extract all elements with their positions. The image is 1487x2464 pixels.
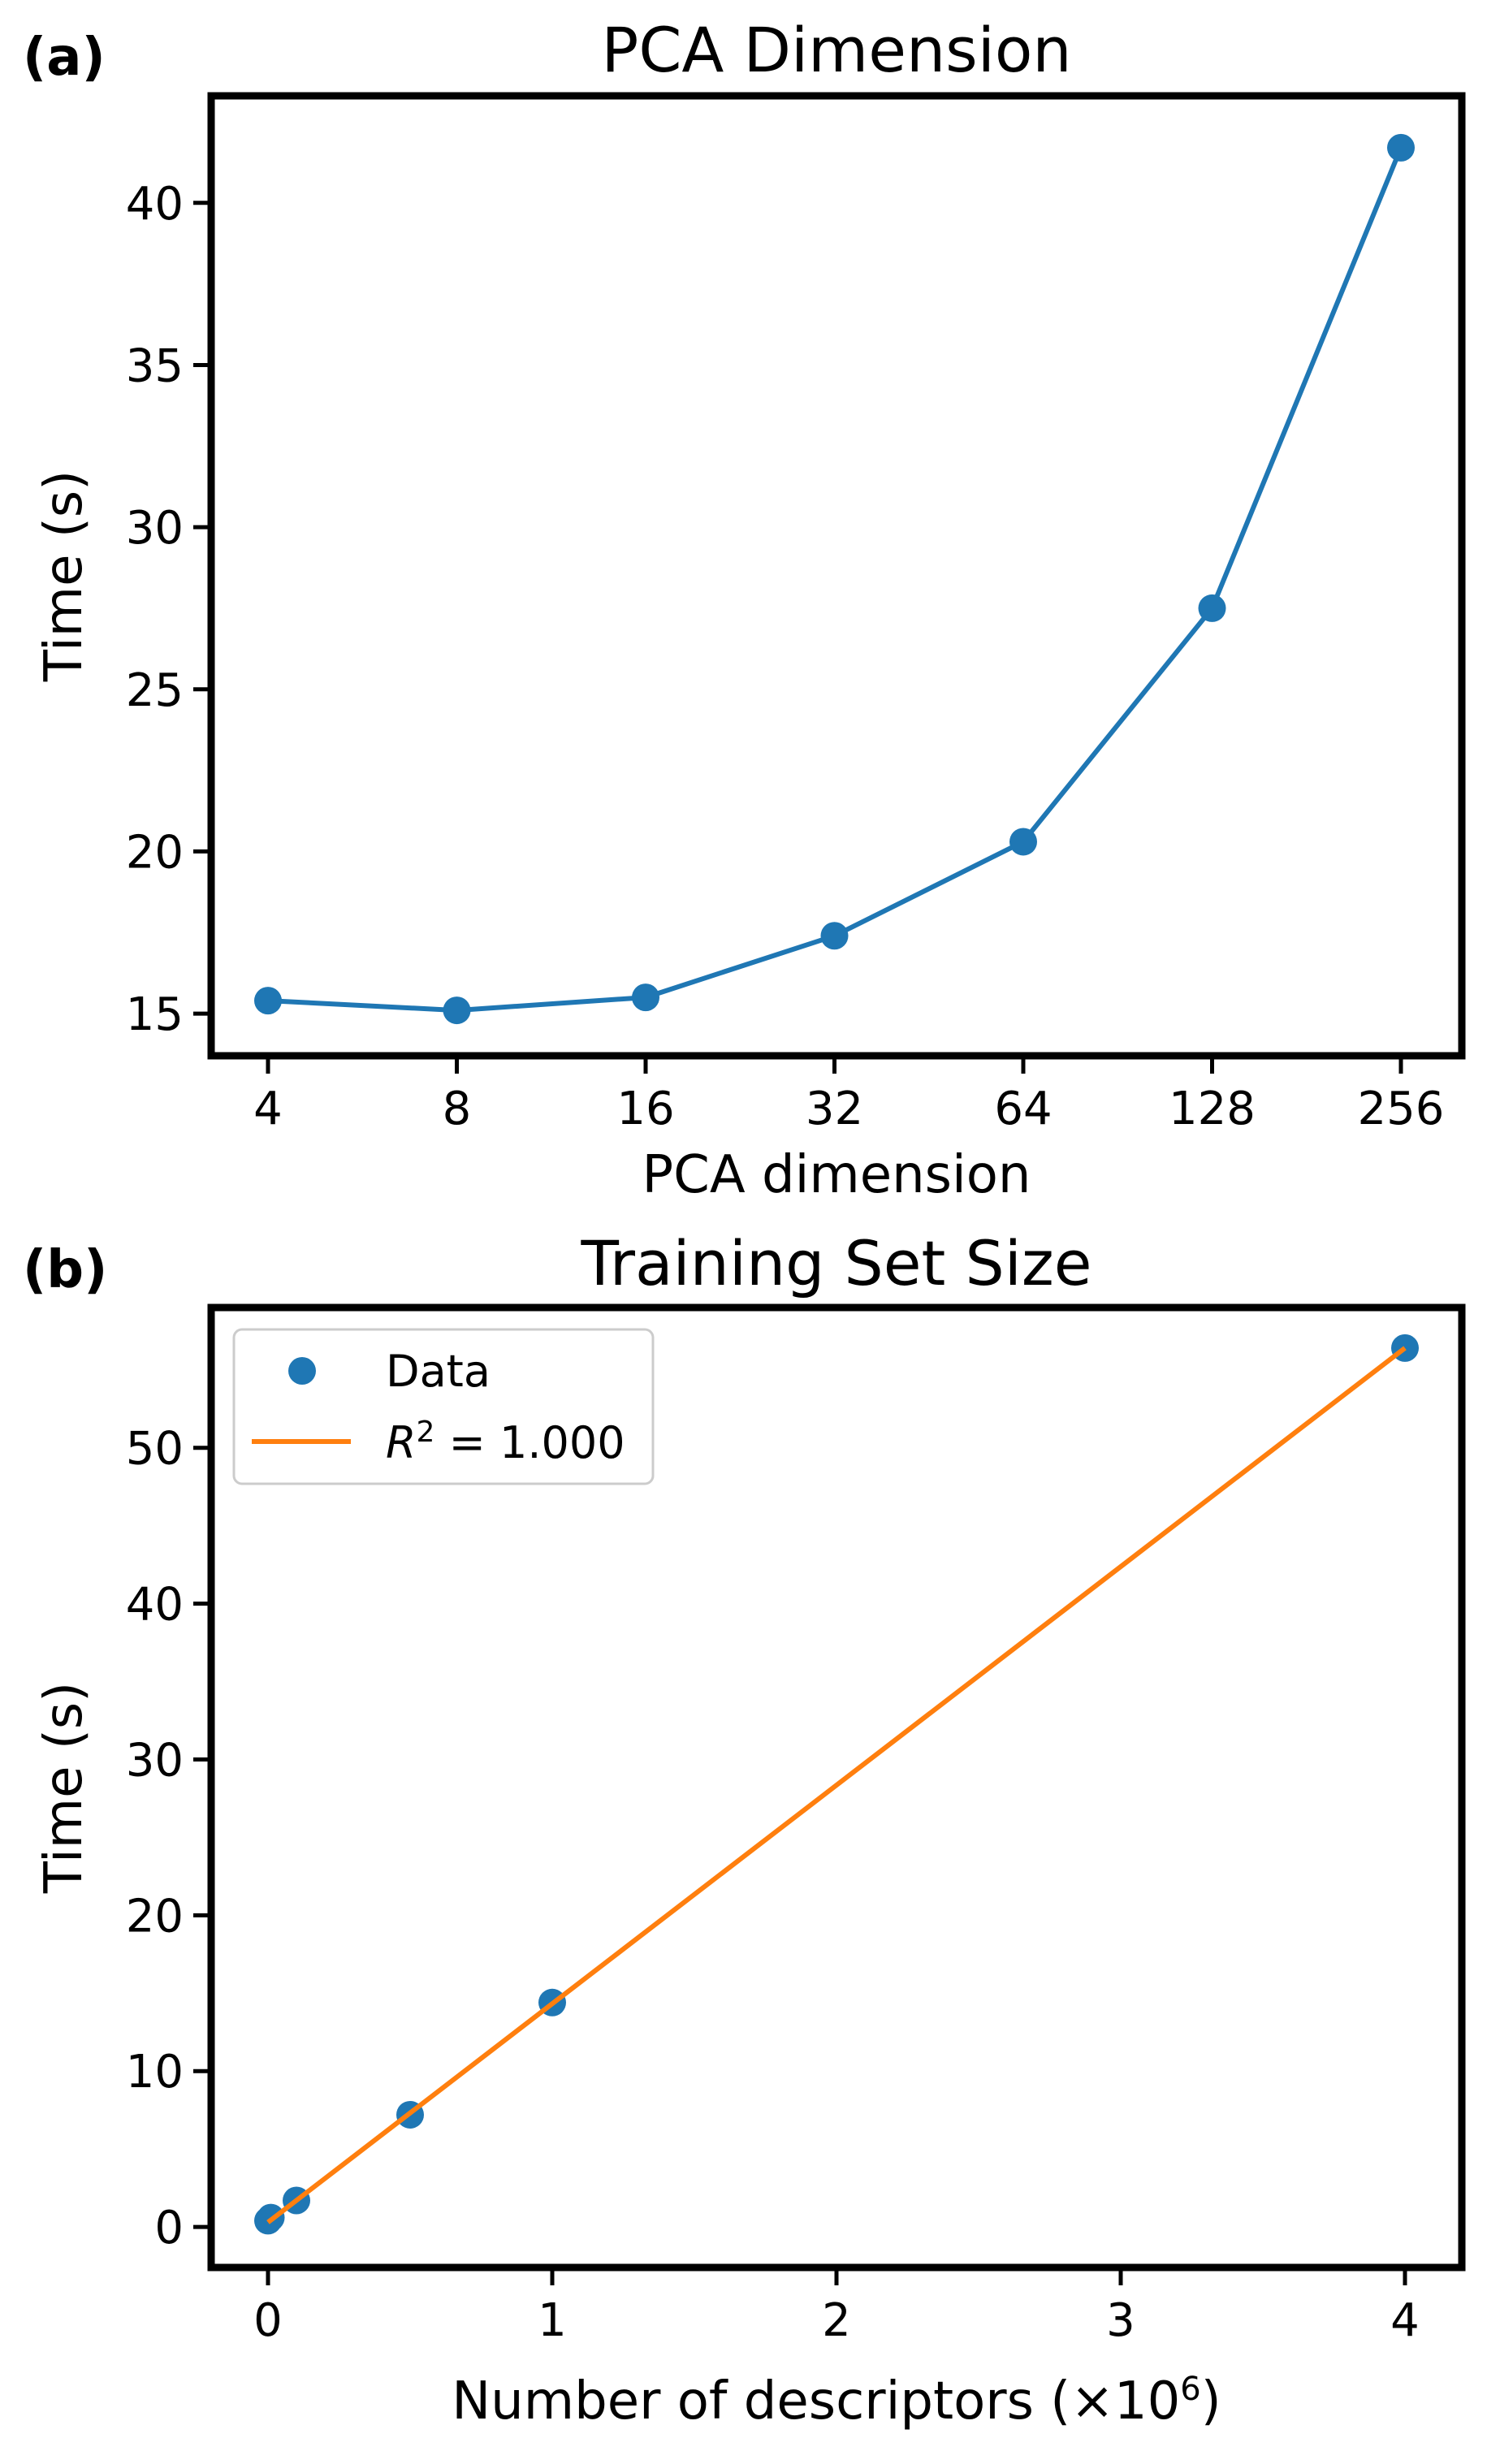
legend-fit-exponent: 2 xyxy=(417,1416,435,1449)
panel-b-x-axis-label-exponent: 6 xyxy=(1180,2371,1200,2408)
data-point xyxy=(820,922,849,950)
panel-a-label: (a) xyxy=(23,28,106,88)
legend-frame xyxy=(232,1328,655,1485)
panel-b-x-axis-label-main: Number of descriptors (×10 xyxy=(452,2371,1180,2432)
y-tick-label: 15 xyxy=(126,988,184,1041)
data-point xyxy=(632,983,659,1012)
y-tick-label: 20 xyxy=(126,1890,184,1943)
data-point xyxy=(1387,133,1415,162)
panel-b-x-axis-label-suffix: ) xyxy=(1201,2371,1221,2432)
x-tick-label: 3 xyxy=(1106,2294,1135,2347)
y-tick-label: 40 xyxy=(126,178,184,231)
data-point xyxy=(1009,828,1037,856)
legend-fit-value: = 1.000 xyxy=(434,1417,625,1468)
y-tick-label: 30 xyxy=(126,1734,184,1787)
panel-a-title: PCA Dimension xyxy=(601,14,1071,86)
panel-a-plot-area xyxy=(254,133,1415,1025)
legend-fit-r: R xyxy=(386,1417,417,1468)
panel-b-x-axis-label: Number of descriptors (×106) xyxy=(452,2371,1221,2432)
panel-b-label: (b) xyxy=(23,1240,107,1300)
x-tick-label: 64 xyxy=(994,1083,1052,1135)
y-tick-label: 40 xyxy=(126,1579,184,1632)
fit-line xyxy=(266,1346,1407,2224)
panel-a-y-ticks: 15 20 25 30 35 40 xyxy=(126,178,208,1041)
panel-b-title: Training Set Size xyxy=(580,1227,1091,1299)
y-tick-label: 0 xyxy=(154,2202,184,2254)
panel-a-axes-frame xyxy=(207,92,1466,1060)
data-point xyxy=(1198,594,1226,622)
x-tick-label: 128 xyxy=(1169,1083,1256,1135)
legend-data-marker-icon xyxy=(288,1357,316,1385)
x-tick-label: 4 xyxy=(1390,2294,1420,2347)
panel-a-x-axis-label: PCA dimension xyxy=(642,1145,1031,1205)
panel-a-x-ticks: 4 8 16 32 64 128 256 xyxy=(253,1059,1444,1135)
panel-b-legend: Data R2 = 1.000 xyxy=(232,1328,655,1485)
panel-b-y-ticks: 0 10 20 30 40 50 xyxy=(126,1423,208,2254)
x-tick-label: 16 xyxy=(616,1083,674,1135)
legend-label-fit: R2 = 1.000 xyxy=(386,1416,625,1469)
panel-b-axes-frame xyxy=(207,1303,1466,2272)
panel-b-plot-area xyxy=(254,1334,1419,2235)
legend-label-data: Data xyxy=(386,1346,491,1397)
panel-a-pca-dimension: (a) PCA Dimension 4 8 16 32 64 128 256 15 20 25 3… xyxy=(23,14,1466,1205)
panel-b-y-axis-label: Time (s) xyxy=(34,1682,94,1894)
y-tick-label: 30 xyxy=(126,502,184,555)
x-tick-label: 32 xyxy=(806,1083,863,1135)
x-tick-label: 8 xyxy=(443,1083,472,1135)
x-tick-label: 1 xyxy=(538,2294,567,2347)
y-tick-label: 10 xyxy=(126,2046,184,2099)
data-point xyxy=(254,987,282,1015)
y-tick-label: 50 xyxy=(126,1423,184,1476)
y-tick-label: 25 xyxy=(126,664,184,717)
panel-b-x-ticks: 0 1 2 3 4 xyxy=(253,2271,1420,2347)
panel-a-y-axis-label: Time (s) xyxy=(34,470,94,682)
x-tick-label: 256 xyxy=(1358,1083,1445,1135)
data-point xyxy=(443,996,471,1025)
x-tick-label: 4 xyxy=(253,1083,283,1135)
series-line xyxy=(267,146,1403,1014)
x-tick-label: 2 xyxy=(822,2294,851,2347)
x-tick-label: 0 xyxy=(253,2294,283,2347)
y-tick-label: 20 xyxy=(126,826,184,879)
y-tick-label: 35 xyxy=(126,339,184,392)
